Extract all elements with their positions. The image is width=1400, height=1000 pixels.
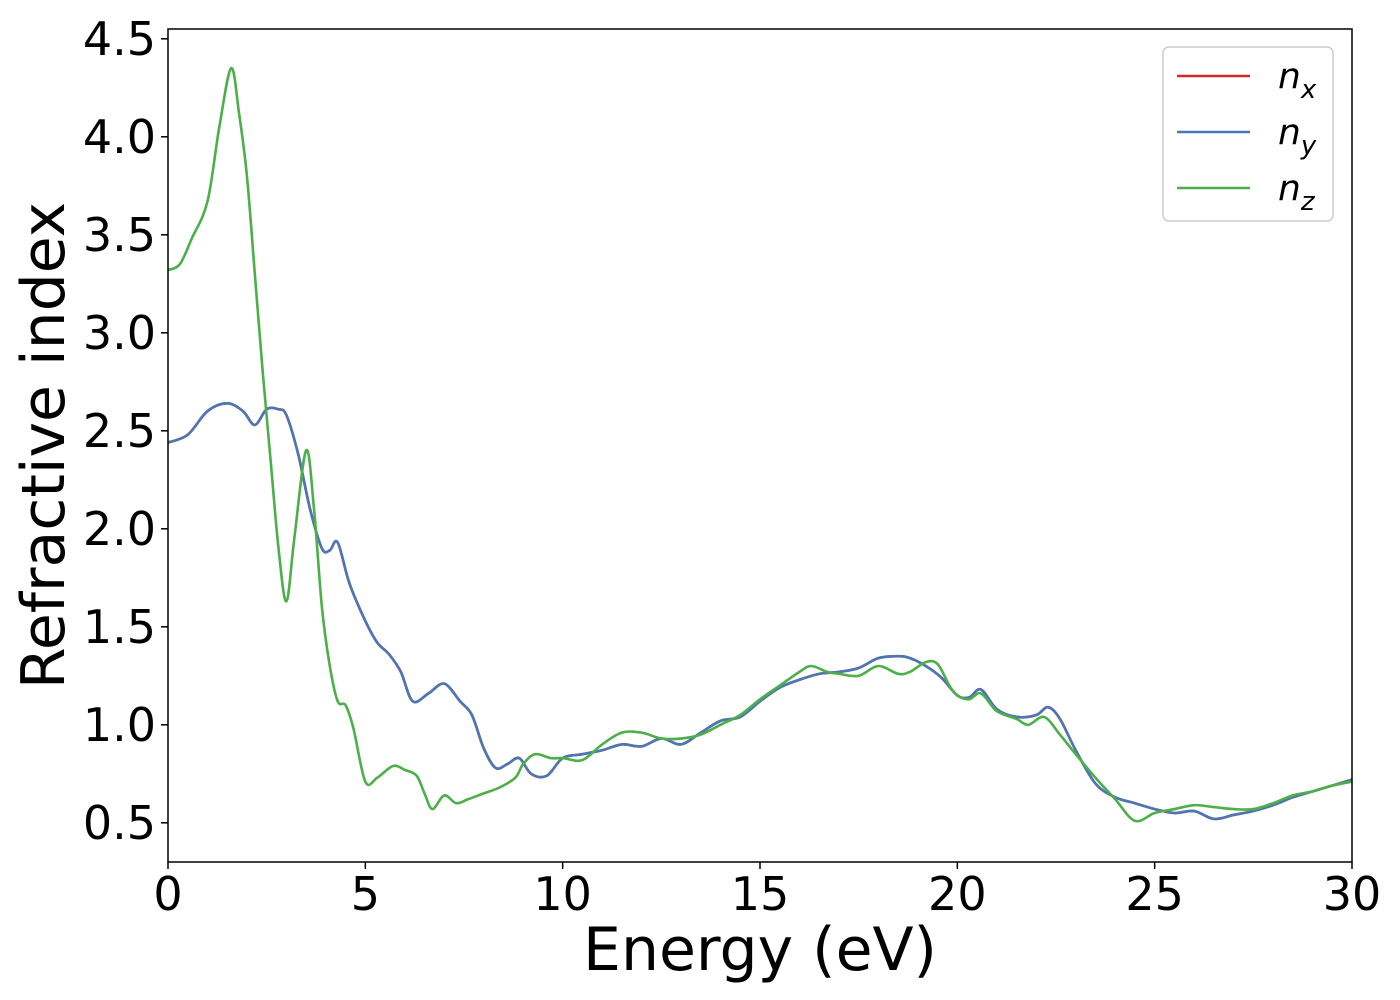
- x-tick-label: 0: [153, 867, 182, 921]
- y-tick-label: 1.5: [83, 600, 156, 654]
- x-tick-label: 15: [731, 867, 790, 921]
- y-tick-label: 1.0: [83, 698, 156, 752]
- x-tick-label: 5: [351, 867, 380, 921]
- x-axis-ticks: 0 5 10 15 20 25 30: [153, 862, 1381, 921]
- y-tick-label: 0.5: [83, 796, 156, 850]
- series-line-ny: [168, 402, 1352, 821]
- x-tick-label: 30: [1323, 867, 1382, 921]
- series-line-nz: [168, 66, 1352, 823]
- y-axis-title: Refractive index: [9, 202, 79, 689]
- x-tick-label: 10: [533, 867, 592, 921]
- series-line-nx: [168, 402, 1352, 821]
- x-axis-title: Energy (eV): [583, 915, 937, 985]
- y-tick-label: 3.0: [83, 306, 156, 360]
- x-tick-label: 25: [1125, 867, 1184, 921]
- y-tick-label: 4.5: [83, 12, 156, 66]
- y-axis-ticks: 0.5 1.0 1.5 2.0 2.5 3.0 3.5 4.0 4.5: [83, 12, 168, 850]
- y-tick-label: 2.0: [83, 502, 156, 556]
- y-tick-label: 4.0: [83, 110, 156, 164]
- plot-lines: [168, 66, 1352, 823]
- legend-box: [1162, 46, 1334, 222]
- x-tick-label: 20: [928, 867, 987, 921]
- y-tick-label: 2.5: [83, 404, 156, 458]
- y-tick-label: 3.5: [83, 208, 156, 262]
